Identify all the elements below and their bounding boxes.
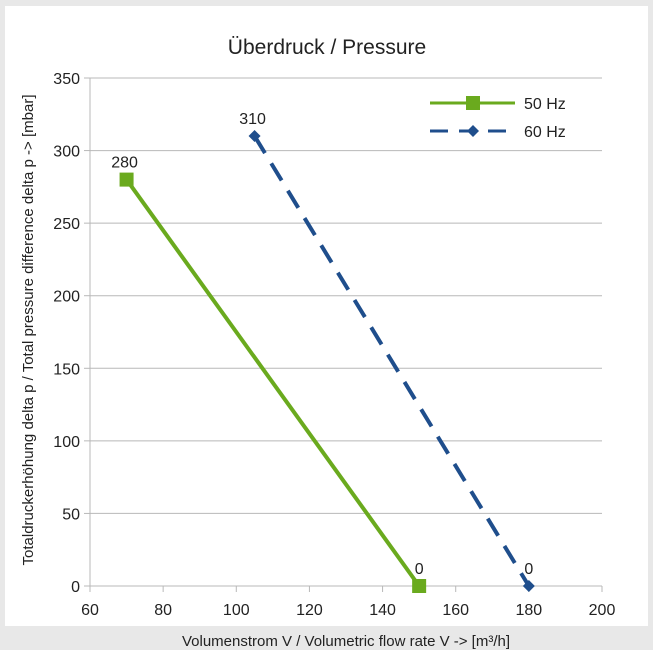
data-label: 310 bbox=[239, 111, 266, 128]
x-tick-label: 160 bbox=[442, 602, 469, 619]
x-tick-label: 100 bbox=[223, 602, 250, 619]
left-frame-strip bbox=[0, 0, 5, 650]
x-tick-label: 180 bbox=[516, 602, 543, 619]
data-labels: 280 0 310 0 bbox=[111, 111, 533, 578]
y-tick-label: 150 bbox=[53, 361, 80, 378]
legend-label: 50 Hz bbox=[524, 96, 566, 113]
series-line-50-hz bbox=[124, 178, 421, 588]
grid bbox=[90, 77, 602, 587]
y-tick-label: 100 bbox=[53, 434, 80, 451]
legend: 50 Hz 60 Hz bbox=[430, 96, 566, 141]
x-tick-label: 200 bbox=[589, 602, 616, 619]
series-line-60-hz bbox=[252, 135, 531, 588]
bottom-frame-strip bbox=[0, 626, 653, 650]
data-point-marker bbox=[412, 579, 427, 593]
x-tick-label: 80 bbox=[154, 602, 172, 619]
series bbox=[119, 130, 535, 593]
legend-label: 60 Hz bbox=[524, 124, 566, 141]
y-axis-label: Totaldruckerhöhung delta p / Total press… bbox=[20, 95, 37, 566]
y-tick-label: 200 bbox=[53, 289, 80, 306]
legend-marker bbox=[467, 125, 479, 137]
data-label: 280 bbox=[111, 155, 138, 172]
y-tick-label: 350 bbox=[53, 71, 80, 88]
right-frame-strip bbox=[648, 0, 653, 650]
y-tick-label: 300 bbox=[53, 144, 80, 161]
tick-labels: 0 50 100 150 200 250 300 350 60 80 100 120 140 160 180… bbox=[53, 71, 615, 619]
y-tick-label: 250 bbox=[53, 216, 80, 233]
data-point-marker bbox=[119, 172, 134, 187]
x-axis-label: Volumenstrom V / Volumetric flow rate V … bbox=[182, 633, 510, 650]
y-tick-label: 50 bbox=[62, 506, 80, 523]
x-tick-label: 140 bbox=[369, 602, 396, 619]
chart-title: Überdruck / Pressure bbox=[228, 36, 426, 59]
x-tick-label: 120 bbox=[296, 602, 323, 619]
legend-marker bbox=[466, 96, 480, 110]
data-point-marker bbox=[522, 580, 535, 592]
y-tick-label: 0 bbox=[71, 579, 80, 596]
data-point-marker bbox=[248, 130, 261, 143]
data-label: 0 bbox=[415, 561, 424, 578]
x-tick-label: 60 bbox=[81, 602, 99, 619]
data-label: 0 bbox=[524, 561, 533, 578]
top-frame-strip bbox=[0, 0, 653, 6]
